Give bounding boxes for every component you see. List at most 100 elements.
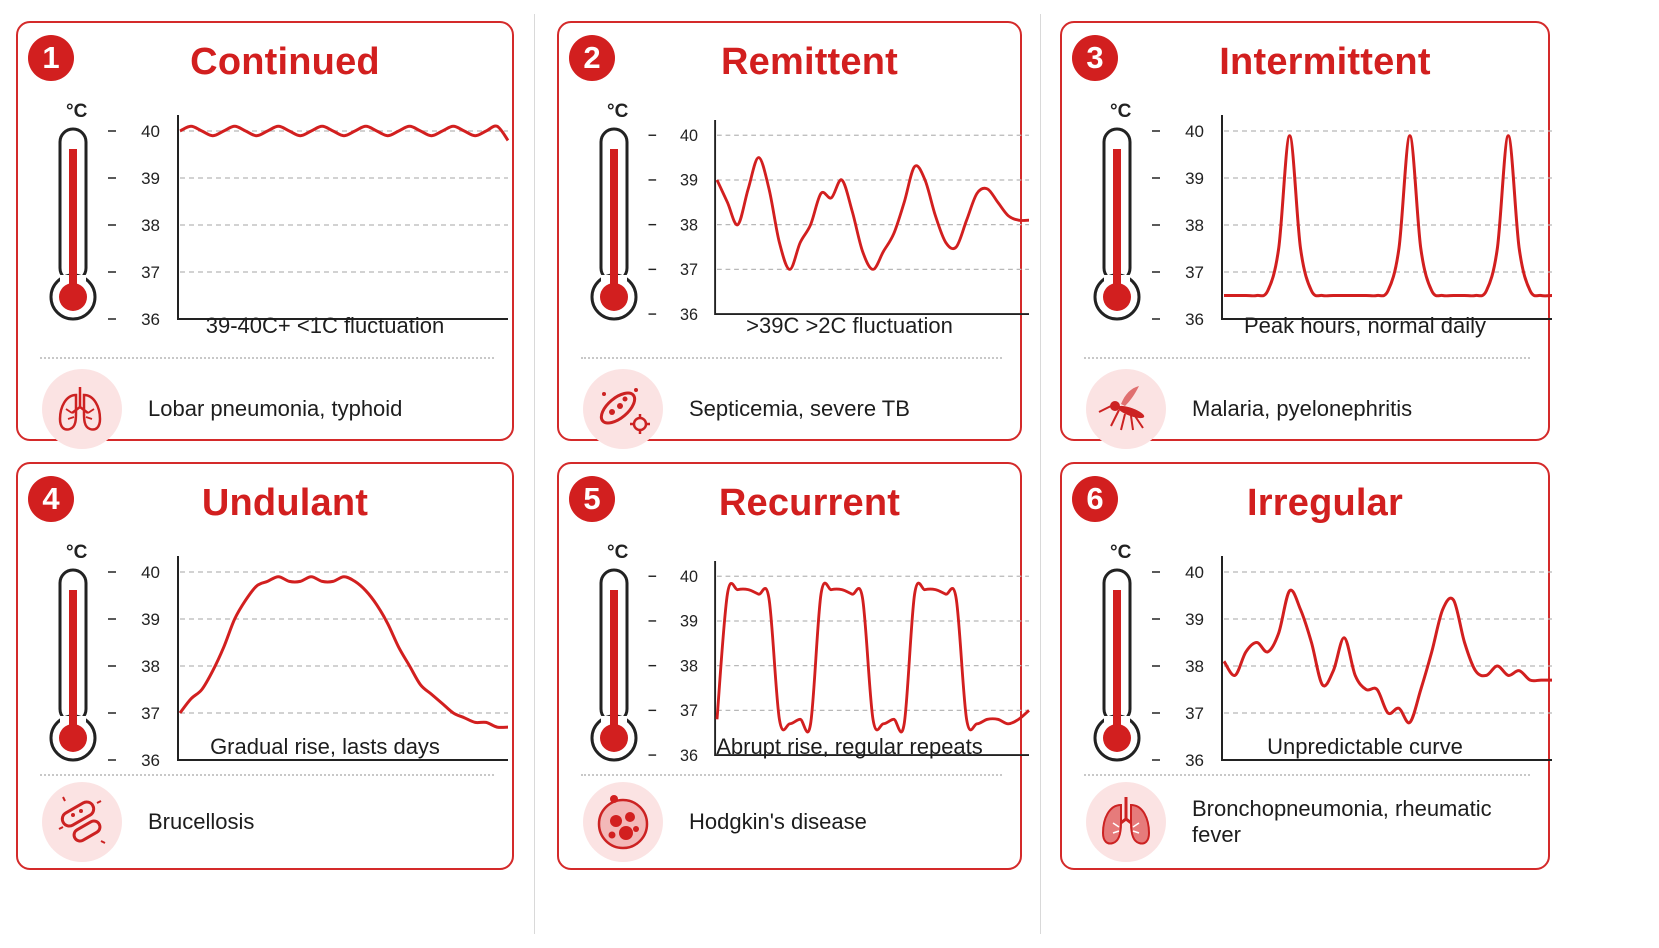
y-tick-label: 37 [1185, 704, 1204, 723]
fever-pattern-card-intermittent: 3 Intermittent °C 36 37 38 39 40 Peak hours,… [1060, 21, 1553, 449]
fever-pattern-card-recurrent: 5 Recurrent °C 36 37 38 39 40 Abrupt rise, r… [557, 462, 1030, 870]
pattern-title: Continued [190, 41, 380, 83]
pattern-number: 5 [583, 481, 601, 516]
temperature-chart: 36 37 38 39 40 [648, 120, 1030, 324]
y-tick-label: 40 [1185, 122, 1204, 141]
y-tick-label: 40 [680, 127, 698, 145]
chart-axes [177, 115, 508, 320]
disease-examples: Lobar pneumonia, typhoid [148, 395, 403, 421]
y-tick-label: 36 [1185, 751, 1204, 770]
lungs-icon [1086, 782, 1166, 862]
pattern-number-badge: 5 [569, 476, 615, 522]
y-tick-label: 40 [680, 568, 698, 586]
disease-examples: Malaria, pyelonephritis [1192, 395, 1413, 421]
celsius-unit-label: °C [1110, 101, 1132, 122]
y-tick-label: 39 [141, 169, 160, 188]
y-tick-label: 39 [1185, 169, 1204, 188]
y-tick-label: 39 [680, 613, 698, 631]
pattern-number-badge: 3 [1072, 35, 1118, 81]
disease-examples: Hodgkin's disease [689, 808, 867, 834]
pattern-number: 6 [1086, 481, 1104, 516]
pattern-caption: Peak hours, normal daily [1243, 313, 1487, 338]
y-tick-label: 36 [680, 306, 698, 324]
temperature-series-line [1222, 588, 1552, 725]
y-tick-label: 36 [1185, 310, 1204, 329]
y-tick-label: 37 [141, 263, 160, 282]
y-tick-label: 37 [680, 702, 698, 720]
y-tick-label: 40 [141, 122, 160, 141]
disease-examples: Septicemia, severe TB [689, 395, 910, 421]
thermometer-icon [49, 568, 97, 762]
temperature-series-line [715, 581, 1030, 734]
pattern-title: Remittent [720, 41, 899, 83]
celsius-unit-label: °C [66, 101, 88, 122]
pattern-number: 3 [1086, 40, 1104, 75]
chart-axes [1221, 556, 1552, 761]
temperature-chart: 36 37 38 39 40 [108, 115, 510, 329]
y-tick-label: 39 [141, 610, 160, 629]
mosquito-icon [1086, 369, 1166, 449]
y-tick-label: 37 [680, 261, 698, 279]
pattern-title: Recurrent [718, 482, 901, 524]
card-divider [40, 357, 494, 359]
celsius-unit-label: °C [607, 542, 629, 563]
temperature-chart: 36 37 38 39 40 [1152, 115, 1553, 329]
pattern-title: Undulant [201, 482, 369, 524]
thermometer-icon [590, 127, 638, 321]
y-tick-label: 38 [680, 657, 698, 675]
pattern-title: Intermittent [1219, 41, 1431, 83]
fever-pattern-card-undulant: 4 Undulant °C 36 37 38 39 40 Gradual rise, l… [16, 462, 514, 870]
pattern-number: 4 [42, 481, 60, 516]
pattern-caption: Gradual rise, lasts days [210, 734, 440, 759]
pattern-title: Irregular [1247, 482, 1403, 524]
chart-axes [714, 120, 1029, 316]
pattern-caption: Unpredictable curve [1267, 734, 1463, 759]
pattern-caption: >39C >2C fluctuation [746, 313, 953, 338]
y-tick-label: 40 [1185, 563, 1204, 582]
pattern-caption: 39-40C+ <1C fluctuation [205, 313, 445, 338]
card-divider [581, 774, 1002, 776]
y-tick-label: 36 [680, 747, 698, 765]
y-tick-label: 39 [680, 172, 698, 190]
chart-axes [177, 556, 508, 761]
thermometer-icon [1093, 127, 1141, 321]
pattern-number-badge: 2 [569, 35, 615, 81]
y-tick-label: 38 [680, 216, 698, 234]
y-tick-label: 38 [1185, 216, 1204, 235]
y-tick-label: 37 [1185, 263, 1204, 282]
pattern-caption: Abrupt rise, regular repeats [716, 734, 983, 759]
pattern-number-badge: 6 [1072, 476, 1118, 522]
temperature-series-line [178, 575, 509, 729]
fever-pattern-card-remittent: 2 Remittent °C 36 37 38 39 40 >39C >2C fluct… [557, 21, 1030, 449]
temperature-chart: 36 37 38 39 40 [648, 561, 1030, 765]
cell-icon [583, 782, 663, 862]
fever-pattern-card-irregular: 6 Irregular °C 36 37 38 39 40 Unpredictable … [1060, 462, 1552, 870]
card-divider [581, 357, 1002, 359]
card-divider [1084, 774, 1530, 776]
fever-pattern-card-continued: 1 Continued °C 36 37 38 39 40 39-40C+ <1C fl… [16, 21, 514, 449]
card-divider [1084, 357, 1530, 359]
celsius-unit-label: °C [607, 101, 629, 122]
y-tick-label: 38 [141, 657, 160, 676]
temperature-series-line [715, 156, 1030, 271]
y-tick-label: 36 [141, 310, 160, 329]
pattern-number-badge: 4 [28, 476, 74, 522]
card-divider [40, 774, 494, 776]
y-tick-label: 39 [1185, 610, 1204, 629]
pattern-number: 1 [42, 40, 60, 75]
chart-axes [1221, 115, 1552, 320]
celsius-unit-label: °C [1110, 542, 1132, 563]
thermometer-icon [49, 127, 97, 321]
celsius-unit-label: °C [66, 542, 88, 563]
column-separator-2 [1040, 14, 1041, 934]
temperature-series-line [1224, 134, 1553, 298]
y-tick-label: 38 [141, 216, 160, 235]
y-tick-label: 40 [141, 563, 160, 582]
y-tick-label: 38 [1185, 657, 1204, 676]
temperature-chart: 36 37 38 39 40 [108, 556, 509, 770]
bacteria-icon [583, 369, 663, 449]
temperature-chart: 36 37 38 39 40 [1152, 556, 1552, 770]
pattern-number-badge: 1 [28, 35, 74, 81]
thermometer-icon [1093, 568, 1141, 762]
bacilli-icon [42, 782, 122, 862]
